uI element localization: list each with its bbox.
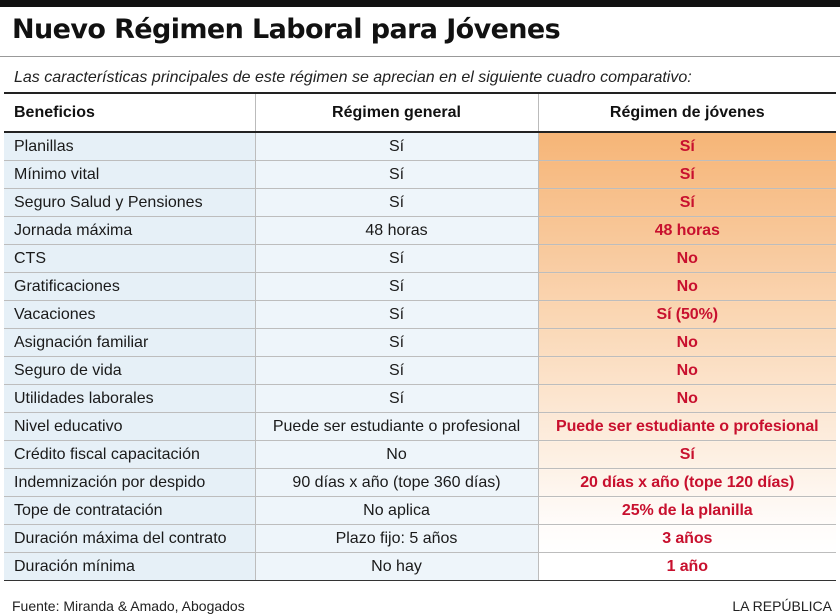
youth-regime-cell: Puede ser estudiante o profesional	[537, 412, 836, 441]
youth-regime-cell: 25% de la planilla	[537, 496, 836, 525]
youth-regime-cell: 20 días x año (tope 120 días)	[537, 468, 836, 497]
youth-regime-cell: 3 años	[537, 524, 836, 553]
table-row: Utilidades laborales Sí No	[4, 384, 836, 413]
general-regime-cell: 48 horas	[254, 216, 538, 245]
benefit-cell: Mínimo vital	[4, 160, 255, 189]
general-regime-cell: No aplica	[254, 496, 538, 525]
table-row: Gratificaciones Sí No	[4, 272, 836, 301]
table-row: Asignación familiar Sí No	[4, 328, 836, 357]
table-header: Beneficios Régimen general Régimen de jó…	[4, 92, 836, 133]
benefit-cell: Tope de contratación	[4, 496, 255, 525]
benefit-cell: Gratificaciones	[4, 272, 255, 301]
table-header-row: Beneficios Régimen general Régimen de jó…	[4, 92, 836, 133]
table-body: Planillas Sí Sí Mínimo vital Sí Sí Seguro Salu…	[4, 132, 836, 581]
table-row: Vacaciones Sí Sí (50%)	[4, 300, 836, 329]
benefit-cell: Duración mínima	[4, 552, 255, 581]
page-subtitle: Las características principales de este …	[14, 69, 692, 86]
general-regime-cell: Sí	[254, 188, 538, 217]
youth-regime-cell: No	[537, 384, 836, 413]
general-regime-cell: Plazo fijo: 5 años	[254, 524, 538, 553]
youth-regime-cell: Sí	[537, 188, 836, 217]
table-row: Crédito fiscal capacitación No Sí	[4, 440, 836, 469]
top-bar	[0, 0, 840, 7]
source-note: Fuente: Miranda & Amado, Abogados	[12, 598, 245, 614]
general-regime-cell: Sí	[254, 160, 538, 189]
benefit-cell: Seguro de vida	[4, 356, 255, 385]
general-regime-cell: No	[254, 440, 538, 469]
general-regime-cell: Sí	[254, 356, 538, 385]
benefit-cell: Duración máxima del contrato	[4, 524, 255, 553]
header-regimen-general: Régimen general	[254, 92, 538, 133]
page-title: Nuevo Régimen Laboral para Jóvenes	[12, 14, 561, 45]
table-row: Duración mínima No hay 1 año	[4, 552, 836, 581]
general-regime-cell: Sí	[254, 384, 538, 413]
youth-regime-cell: Sí	[537, 440, 836, 469]
benefit-cell: Jornada máxima	[4, 216, 255, 245]
table-row: Mínimo vital Sí Sí	[4, 160, 836, 189]
youth-regime-cell: Sí	[537, 132, 836, 161]
table-row: Seguro de vida Sí No	[4, 356, 836, 385]
benefit-cell: Seguro Salud y Pensiones	[4, 188, 255, 217]
youth-regime-cell: No	[537, 272, 836, 301]
benefit-cell: Indemnización por despido	[4, 468, 255, 497]
benefit-cell: Crédito fiscal capacitación	[4, 440, 255, 469]
comparison-table: Beneficios Régimen general Régimen de jó…	[4, 92, 836, 581]
youth-regime-cell: No	[537, 244, 836, 273]
general-regime-cell: Sí	[254, 300, 538, 329]
general-regime-cell: Sí	[254, 328, 538, 357]
header-regimen-jovenes: Régimen de jóvenes	[537, 92, 836, 133]
benefit-cell: Planillas	[4, 132, 255, 161]
general-regime-cell: Sí	[254, 132, 538, 161]
benefit-cell: Vacaciones	[4, 300, 255, 329]
general-regime-cell: Sí	[254, 272, 538, 301]
publisher-brand: LA REPÚBLICA	[732, 598, 832, 614]
youth-regime-cell: Sí (50%)	[537, 300, 836, 329]
table-row: Planillas Sí Sí	[4, 132, 836, 161]
title-divider	[0, 56, 840, 57]
table-row: Indemnización por despido 90 días x año (…	[4, 468, 836, 497]
general-regime-cell: Puede ser estudiante o profesional	[254, 412, 538, 441]
youth-regime-cell: Sí	[537, 160, 836, 189]
benefit-cell: Utilidades laborales	[4, 384, 255, 413]
table-row: Nivel educativo Puede ser estudiante o pr…	[4, 412, 836, 441]
table-row: Jornada máxima 48 horas 48 horas	[4, 216, 836, 245]
youth-regime-cell: No	[537, 328, 836, 357]
general-regime-cell: No hay	[254, 552, 538, 581]
table-row: Seguro Salud y Pensiones Sí Sí	[4, 188, 836, 217]
table-row: CTS Sí No	[4, 244, 836, 273]
table-row: Duración máxima del contrato Plazo fijo: …	[4, 524, 836, 553]
header-beneficios: Beneficios	[4, 92, 255, 133]
benefit-cell: Asignación familiar	[4, 328, 255, 357]
table-row: Tope de contratación No aplica 25% de la p…	[4, 496, 836, 525]
general-regime-cell: Sí	[254, 244, 538, 273]
general-regime-cell: 90 días x año (tope 360 días)	[254, 468, 538, 497]
youth-regime-cell: No	[537, 356, 836, 385]
benefit-cell: CTS	[4, 244, 255, 273]
youth-regime-cell: 48 horas	[537, 216, 836, 245]
benefit-cell: Nivel educativo	[4, 412, 255, 441]
youth-regime-cell: 1 año	[537, 552, 836, 581]
